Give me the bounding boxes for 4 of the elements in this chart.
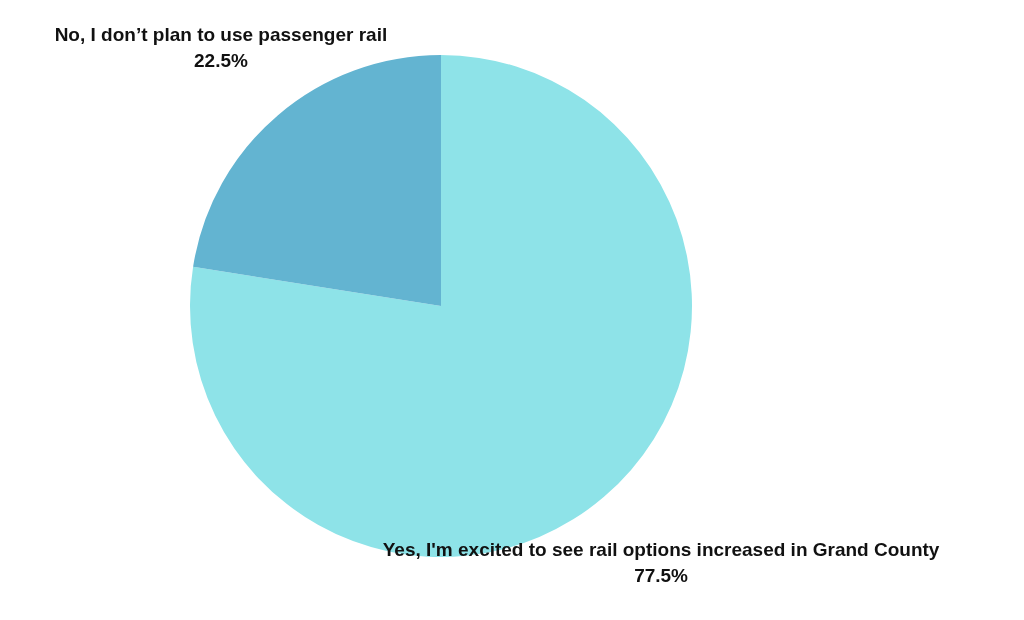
slice-label: No, I don’t plan to use passenger rail	[54, 23, 388, 45]
slice-label: Yes, I'm excited to see rail options increased in Grand County	[382, 538, 940, 560]
data-label: 77.5%	[634, 564, 689, 586]
data-label: 22.5%	[194, 49, 248, 71]
